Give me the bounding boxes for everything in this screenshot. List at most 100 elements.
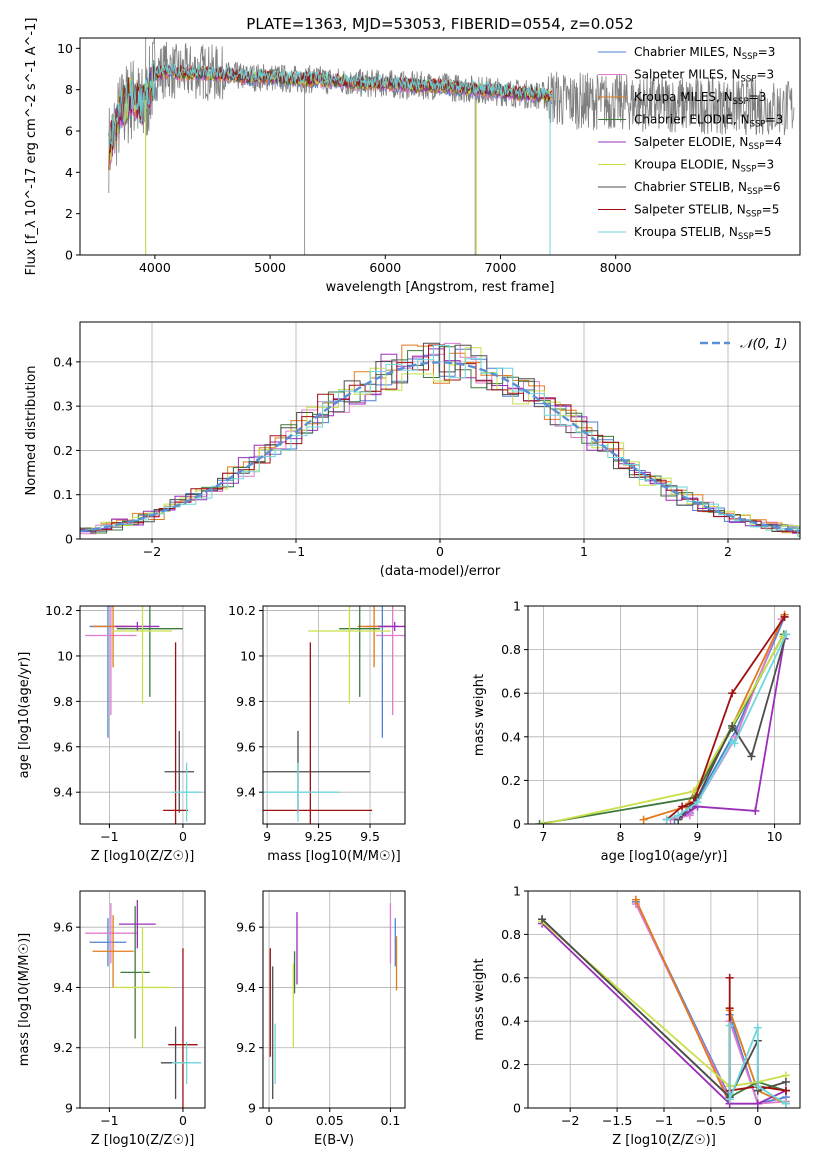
weight-marker [689, 787, 698, 796]
data-point-3 [120, 906, 150, 1039]
y-tick-label: 1 [513, 599, 521, 614]
y-tick-label: 0.2 [501, 773, 521, 788]
axes-age_vs_Z: −1 0 9.4 9.6 9.8 10 10.2 Z [log10(Z/Z☉)] age [lo… [17, 603, 206, 864]
x-tick-label: −1 [100, 829, 118, 844]
weight-marker [725, 1021, 734, 1030]
x-tick-label: 9.25 [305, 829, 333, 844]
data-point-4 [115, 621, 160, 631]
x-tick-label: −1 [287, 544, 305, 559]
y-tick-label: 1 [513, 884, 521, 899]
x-axis-label: E(B-V) [314, 1133, 354, 1148]
x-axis-label: Z [log10(Z/Z☉)] [91, 849, 195, 864]
data-point-3 [116, 606, 183, 697]
plot-area [269, 903, 398, 1099]
weight-line-0 [674, 616, 786, 821]
x-tick-label: −2 [143, 544, 161, 559]
data-point-1 [85, 606, 137, 715]
legend-label: Salpeter ELODIE, NSSP=4 [634, 135, 782, 152]
x-axis-label: mass [log10(M/M☉)] [267, 849, 400, 864]
x-tick-label: 2 [724, 544, 732, 559]
data-point-5 [113, 606, 172, 704]
plot-area [85, 606, 202, 824]
y-tick-label: 9.4 [53, 785, 73, 800]
axes-massweight_vs_Z: −2 −1.5 −1 −0.5 0 0 0.2 0.4 0.6 0.8 1 Z [log10(Z/Z☉… [472, 884, 801, 1148]
y-tick-label: 0.1 [53, 487, 73, 502]
residual-histogram-8 [85, 345, 800, 537]
data-point-1 [85, 903, 137, 964]
weight-marker [535, 820, 544, 824]
data-point-2 [92, 915, 134, 988]
axes-frame [79, 605, 206, 825]
y-tick-label: 9.2 [236, 1040, 256, 1055]
weight-marker [781, 1077, 790, 1086]
x-axis-label: age [log10(age/yr)] [601, 849, 728, 864]
axes-residuals: −2 −1 0 1 2 0 0.1 0.2 0.3 0.4 (data-model)/error No… [24, 321, 801, 579]
y-tick-label: 0.4 [501, 1014, 521, 1029]
weight-marker [747, 752, 756, 761]
y-tick-label: 0 [65, 532, 73, 547]
x-tick-label: 0.1 [380, 1113, 400, 1128]
weight-line-5 [541, 920, 787, 1088]
data-point-8 [171, 1041, 202, 1084]
x-tick-label: 8 [616, 829, 624, 844]
weight-marker [781, 1086, 790, 1095]
data-point-0 [89, 918, 127, 967]
y-tick-label: 0.8 [501, 927, 521, 942]
x-tick-label: −0.5 [696, 1113, 726, 1128]
weight-marker [725, 1004, 734, 1013]
x-tick-label: −2 [561, 1113, 579, 1128]
x-tick-label: 9 [263, 829, 271, 844]
axes-mass_vs_EBV: 0 0.05 0.1 9 9.2 9.4 9.6 E(B-V) [236, 890, 406, 1148]
plot-area [108, 38, 795, 255]
weight-marker [782, 630, 791, 639]
x-tick-label: 0 [179, 829, 187, 844]
axes-age_vs_mass: 9 9.25 9.5 9.4 9.6 9.8 10 10.2 mass [log10(M/M☉)… [228, 603, 406, 864]
y-tick-label: 0.6 [501, 686, 521, 701]
x-tick-label: 0.05 [316, 1113, 344, 1128]
gaussian-curve [80, 361, 800, 533]
y-tick-label: 0.3 [53, 399, 73, 414]
y-tick-label: 0.4 [501, 729, 521, 744]
data-point-4 [118, 900, 156, 949]
weight-marker [753, 1099, 762, 1108]
weight-marker [538, 915, 547, 924]
weight-marker [753, 1023, 762, 1032]
x-tick-label: −1 [655, 1113, 673, 1128]
weight-marker [728, 721, 737, 730]
weight-marker [631, 895, 640, 904]
y-tick-label: 0 [513, 1101, 521, 1116]
data-point-7 [163, 642, 189, 824]
weight-marker [639, 815, 648, 824]
y-tick-label: 0.6 [501, 970, 521, 985]
axes-frame [79, 890, 206, 1109]
weight-marker [674, 811, 683, 820]
weight-line-1 [670, 618, 783, 821]
legend-label: Salpeter MILES, NSSP=3 [634, 68, 774, 85]
axes-frame [262, 890, 406, 1109]
weight-line-5 [543, 636, 784, 824]
weight-marker [662, 815, 671, 824]
y-tick-label: 0 [513, 817, 521, 832]
x-tick-label: 0 [754, 1113, 762, 1128]
y-tick-label: 9.6 [236, 739, 256, 754]
x-tick-label: 5000 [254, 260, 286, 275]
legend: Chabrier MILES, NSSP=3 Salpeter MILES, NS… [598, 45, 783, 242]
data-point-8 [171, 762, 202, 822]
x-tick-label: 10 [767, 829, 783, 844]
y-tick-label: 9.6 [53, 920, 73, 935]
data-point-6 [164, 730, 194, 813]
x-tick-label: −1.5 [602, 1113, 632, 1128]
weight-marker [693, 798, 702, 807]
plot-area [80, 342, 800, 537]
legend-label: 𝒩(0, 1) [740, 337, 787, 352]
axes-frame [527, 605, 801, 825]
y-tick-label: 9 [248, 1101, 256, 1116]
x-tick-label: 6000 [369, 260, 401, 275]
y-axis-label: mass weight [472, 958, 487, 1040]
weight-marker [730, 739, 739, 748]
x-tick-label: 8000 [600, 260, 632, 275]
weight-marker [781, 1099, 790, 1108]
legend-label: Kroupa ELODIE, NSSP=3 [634, 158, 774, 175]
weight-marker [685, 811, 694, 820]
